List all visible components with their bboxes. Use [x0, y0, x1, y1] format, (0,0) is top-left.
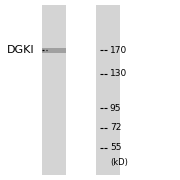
Text: 72: 72: [110, 123, 121, 132]
Text: 170: 170: [110, 46, 127, 55]
Text: 55: 55: [110, 143, 121, 152]
Bar: [42, 5, 66, 175]
Bar: [96, 5, 120, 175]
Text: (kD): (kD): [110, 158, 128, 166]
Text: 130: 130: [110, 69, 127, 78]
Text: DGKI: DGKI: [7, 45, 35, 55]
Text: 95: 95: [110, 103, 121, 112]
Bar: [42, 48, 66, 53]
